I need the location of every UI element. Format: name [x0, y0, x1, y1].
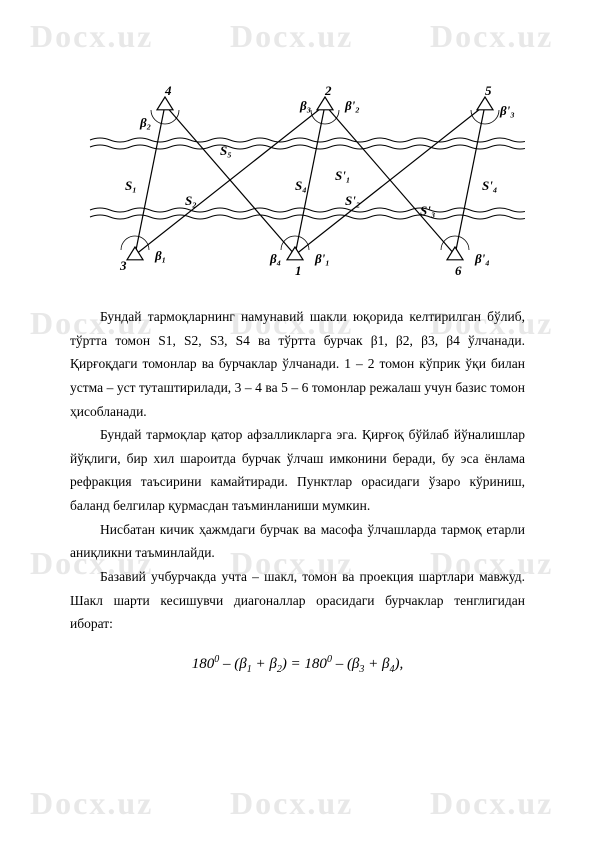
svg-text:5: 5	[485, 85, 492, 98]
svg-text:S₂: S₂	[185, 193, 197, 208]
svg-text:β'₁: β'₁	[314, 251, 330, 266]
watermark: Docx.uz	[30, 785, 153, 822]
svg-text:S'₂: S'₂	[345, 193, 360, 208]
svg-text:β'₄: β'₄	[474, 251, 490, 266]
svg-text:1: 1	[295, 263, 302, 278]
svg-text:β'₂: β'₂	[344, 98, 360, 113]
paragraph-2: Бундай тармоқлар қатор афзалликларга эга…	[70, 423, 525, 518]
svg-text:S'₃: S'₃	[420, 203, 435, 218]
svg-text:2: 2	[324, 85, 332, 98]
svg-text:β₂: β₂	[139, 115, 151, 130]
watermark: Docx.uz	[430, 785, 553, 822]
svg-text:S'₁: S'₁	[335, 168, 350, 183]
svg-text:S₅: S₅	[220, 143, 232, 158]
svg-text:6: 6	[455, 263, 462, 278]
formula: 1800 – (β1 + β2) = 1800 – (β3 + β4),	[70, 654, 525, 675]
svg-text:β₄: β₄	[269, 251, 281, 266]
svg-text:β'₃: β'₃	[499, 103, 515, 118]
watermark: Docx.uz	[230, 785, 353, 822]
svg-text:S₁: S₁	[125, 178, 137, 193]
page-content: 3 4 1 2 6 5 β₂ β₃ β'₂ β'₃ S₅ S₁ S₂ S₄ S'₁ S'₂ S'₃ S'₄ β₁ β₄…	[0, 0, 595, 675]
paragraph-3: Нисбатан кичик ҳажмдаги бурчак ва масофа…	[70, 518, 525, 565]
paragraph-4: Базавий учбурчакда учта – шакл, томон ва…	[70, 565, 525, 636]
svg-text:4: 4	[164, 85, 172, 98]
svg-text:S₄: S₄	[295, 178, 307, 193]
svg-text:S'₄: S'₄	[482, 178, 497, 193]
svg-text:3: 3	[119, 258, 127, 273]
svg-text:β₃: β₃	[299, 98, 311, 113]
svg-text:β₁: β₁	[154, 248, 166, 263]
network-diagram: 3 4 1 2 6 5 β₂ β₃ β'₂ β'₃ S₅ S₁ S₂ S₄ S'₁ S'₂ S'₃ S'₄ β₁ β₄…	[70, 85, 525, 285]
paragraph-1: Бундай тармоқларнинг намунавий шакли юқо…	[70, 305, 525, 423]
